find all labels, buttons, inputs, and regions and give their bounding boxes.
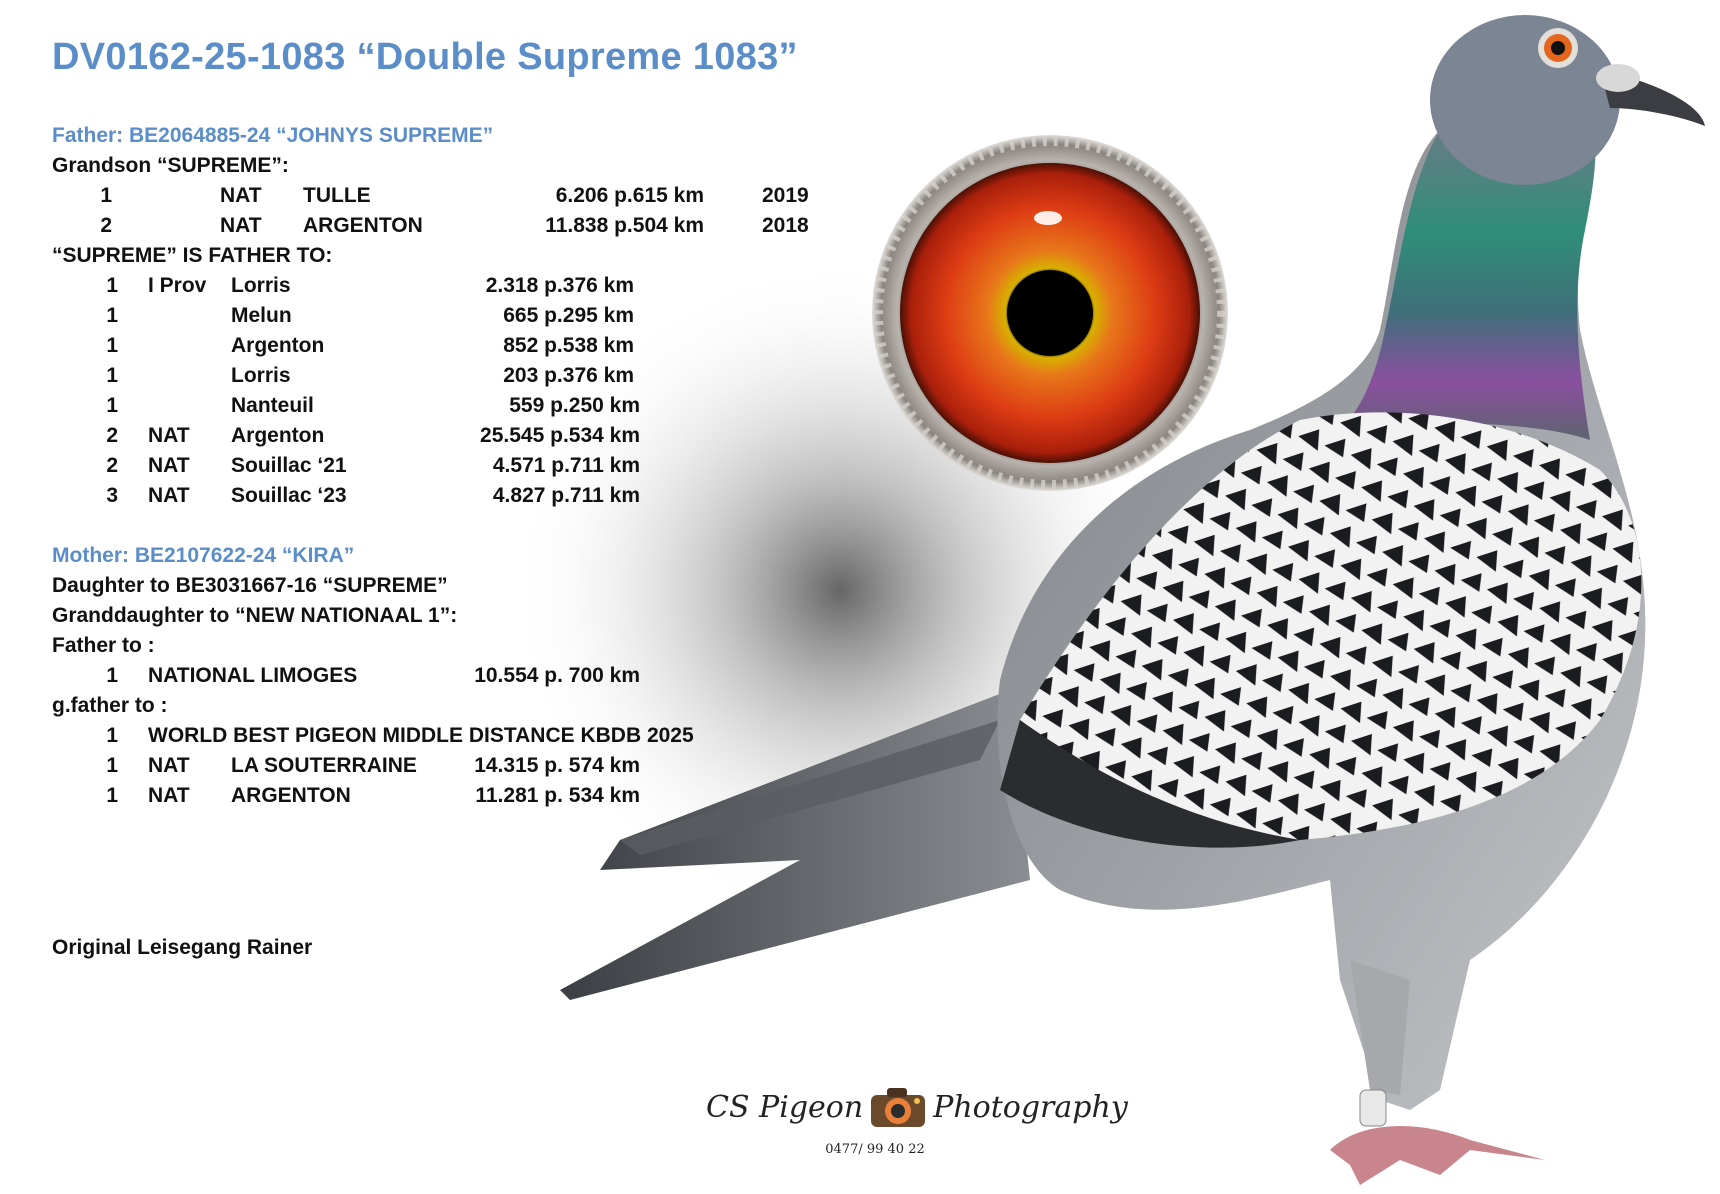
pigeon-neck — [1340, 120, 1596, 440]
original-owner-note: Original Leisegang Rainer — [52, 936, 313, 959]
result-value: 665 p.295 km — [503, 304, 634, 327]
result-value: 2.318 p.376 km — [485, 274, 634, 297]
mother-line-daughter: Daughter to BE3031667-16 “SUPREME” — [52, 574, 448, 597]
father-heading: Father: BE2064885-24 “JOHNYS SUPREME” — [52, 124, 494, 147]
father-to-row: 1 NATIONAL LIMOGES 10.554 p. 700 km — [78, 664, 640, 694]
result-level: NAT — [148, 754, 190, 777]
result-value: 25.545 p.534 km — [480, 424, 640, 447]
father-result-row: 1 NAT TULLE 6.206 p.615 km 2019 — [72, 184, 808, 214]
father-to-label: Father to : — [52, 634, 155, 657]
result-race: Melun — [231, 304, 292, 327]
logo-text-left: CS Pigeon — [706, 1089, 864, 1125]
result-value: 11.838 p.504 km — [545, 214, 704, 237]
result-level: NAT — [220, 214, 262, 237]
result-race: Lorris — [231, 364, 291, 387]
logo-text-right: Photography — [933, 1089, 1128, 1125]
cs-pigeon-photography-logo: CS Pigeon Photography — [706, 1083, 1128, 1131]
child-result-row: 1 I Prov Lorris 2.318 p.376 km — [78, 274, 634, 304]
child-result-row: 1 Nanteuil 559 p.250 km — [78, 394, 640, 424]
result-position: 3 — [106, 484, 118, 507]
mother-line-granddaughter: Granddaughter to “NEW NATIONAAL 1”: — [52, 604, 458, 627]
gfather-to-row: 1 WORLD BEST PIGEON MIDDLE DISTANCE KBDB… — [78, 724, 718, 754]
camera-icon — [871, 1088, 926, 1127]
result-race: LA SOUTERRAINE — [231, 754, 417, 777]
result-value: 203 p.376 km — [503, 364, 634, 387]
result-position: 1 — [106, 724, 118, 747]
result-value: 6.206 p.615 km — [555, 184, 704, 207]
result-position: 2 — [106, 424, 118, 447]
father-result-row: 2 NAT ARGENTON 11.838 p.504 km 2018 — [72, 214, 808, 244]
supreme-father-to-label: “SUPREME” IS FATHER TO: — [52, 244, 333, 267]
child-result-row: 2 NAT Argenton 25.545 p.534 km — [78, 424, 640, 454]
child-result-row: 1 Lorris 203 p.376 km — [78, 364, 634, 394]
pigeon-wing — [1020, 412, 1642, 840]
child-result-row: 1 Melun 665 p.295 km — [78, 304, 634, 334]
result-position: 2 — [100, 214, 112, 237]
result-race: Souillac ‘21 — [231, 454, 347, 477]
result-value: 4.827 p.711 km — [492, 484, 640, 507]
eye-closeup — [872, 135, 1228, 491]
gfather-to-row: 1 NAT LA SOUTERRAINE 14.315 p. 574 km — [78, 754, 640, 784]
result-position: 1 — [106, 364, 118, 387]
result-year: 2019 — [762, 184, 809, 207]
result-position: 1 — [106, 754, 118, 777]
result-level: NAT — [148, 784, 190, 807]
result-label: NATIONAL LIMOGES — [148, 664, 358, 687]
result-position: 1 — [106, 664, 118, 687]
result-label: WORLD BEST PIGEON MIDDLE DISTANCE KBDB 2… — [148, 724, 694, 747]
result-value: 10.554 p. 700 km — [474, 664, 640, 687]
result-position: 1 — [106, 394, 118, 417]
result-value: 11.281 p. 534 km — [475, 784, 640, 807]
result-position: 1 — [106, 784, 118, 807]
result-level: NAT — [148, 424, 190, 447]
result-race: ARGENTON — [231, 784, 351, 807]
result-position: 1 — [106, 304, 118, 327]
result-race: Lorris — [231, 274, 291, 297]
result-value: 14.315 p. 574 km — [474, 754, 640, 777]
mother-heading: Mother: BE2107622-24 “KIRA” — [52, 544, 355, 567]
pigeon-head — [1430, 15, 1620, 185]
pigeon-title: DV0162-25-1083 “Double Supreme 1083” — [52, 36, 798, 78]
result-position: 2 — [106, 454, 118, 477]
result-level: NAT — [148, 454, 190, 477]
result-position: 1 — [100, 184, 112, 207]
result-position: 1 — [106, 334, 118, 357]
result-race: Argenton — [231, 424, 325, 447]
result-value: 4.571 p.711 km — [492, 454, 640, 477]
result-level: NAT — [148, 484, 190, 507]
result-race: Souillac ‘23 — [231, 484, 347, 507]
result-position: 1 — [106, 274, 118, 297]
result-level: I Prov — [148, 274, 207, 297]
pigeon-feet — [1330, 1126, 1545, 1185]
result-value: 559 p.250 km — [509, 394, 640, 417]
gfather-to-label: g.father to : — [52, 694, 168, 717]
result-race: TULLE — [303, 184, 371, 207]
father-subline: Grandson “SUPREME”: — [52, 154, 289, 177]
child-result-row: 3 NAT Souillac ‘23 4.827 p.711 km — [78, 484, 640, 514]
result-level: NAT — [220, 184, 262, 207]
child-result-row: 1 Argenton 852 p.538 km — [78, 334, 634, 364]
result-race: Nanteuil — [231, 394, 314, 417]
child-result-row: 2 NAT Souillac ‘21 4.571 p.711 km — [78, 454, 640, 484]
result-race: ARGENTON — [303, 214, 423, 237]
pigeon-legs — [1350, 960, 1410, 1095]
result-value: 852 p.538 km — [503, 334, 634, 357]
result-year: 2018 — [762, 214, 809, 237]
gfather-to-row: 1 NAT ARGENTON 11.281 p. 534 km — [78, 784, 640, 814]
result-race: Argenton — [231, 334, 325, 357]
